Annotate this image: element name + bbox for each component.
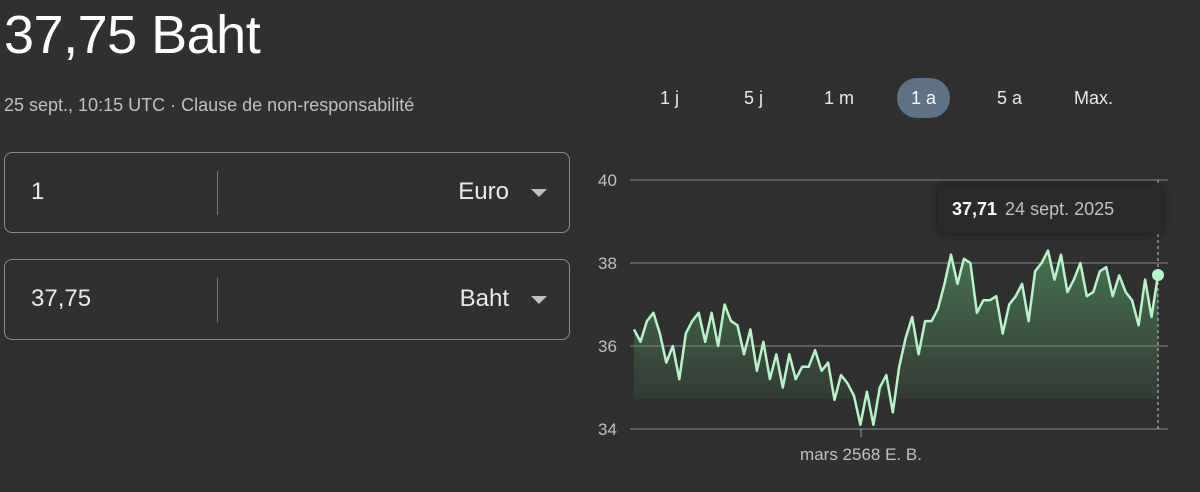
divider (217, 171, 218, 215)
rate-line (632, 249, 1160, 427)
range-max[interactable]: Max. (1074, 88, 1114, 108)
y-tick-label: 34 (598, 420, 617, 439)
tooltip-date: 24 sept. 2025 (1005, 199, 1115, 219)
tooltip-value: 37,71 (952, 199, 998, 219)
range-1-year[interactable]: 1 a (897, 78, 951, 118)
timestamp: 25 sept., 10:15 UTC (4, 95, 166, 115)
chevron-down-icon[interactable] (531, 189, 547, 197)
to-currency-field: 37,75 Baht (4, 259, 570, 340)
hover-point (1152, 269, 1164, 282)
y-tick-label: 40 (598, 171, 617, 190)
chart-tooltip: 37,71 24 sept. 2025 (938, 185, 1162, 233)
y-tick-label: 36 (598, 337, 617, 356)
separator: · (170, 95, 177, 115)
range-5-years[interactable]: 5 a (997, 88, 1023, 108)
y-tick-label: 38 (598, 254, 617, 273)
disclaimer-link[interactable]: Clause de non-responsabilité (181, 95, 415, 115)
to-amount-input[interactable]: 37,75 (31, 285, 92, 312)
range-1-day[interactable]: 1 j (660, 88, 680, 108)
from-currency-field: 1 Euro (4, 152, 570, 233)
range-1-month[interactable]: 1 m (824, 88, 855, 108)
divider (217, 278, 218, 322)
from-amount-input[interactable]: 1 (31, 178, 45, 205)
to-currency-select[interactable]: Baht (459, 285, 509, 312)
converted-amount-title: 37,75 Baht (4, 5, 261, 65)
range-5-days[interactable]: 5 j (744, 88, 764, 108)
from-currency-select[interactable]: Euro (458, 178, 509, 205)
x-tick-label: mars 2568 E. B. (800, 445, 922, 464)
update-info: 25 sept., 10:15 UTC · Clause de non-resp… (4, 95, 414, 116)
area-fill (634, 250, 1158, 425)
chevron-down-icon[interactable] (531, 296, 547, 304)
